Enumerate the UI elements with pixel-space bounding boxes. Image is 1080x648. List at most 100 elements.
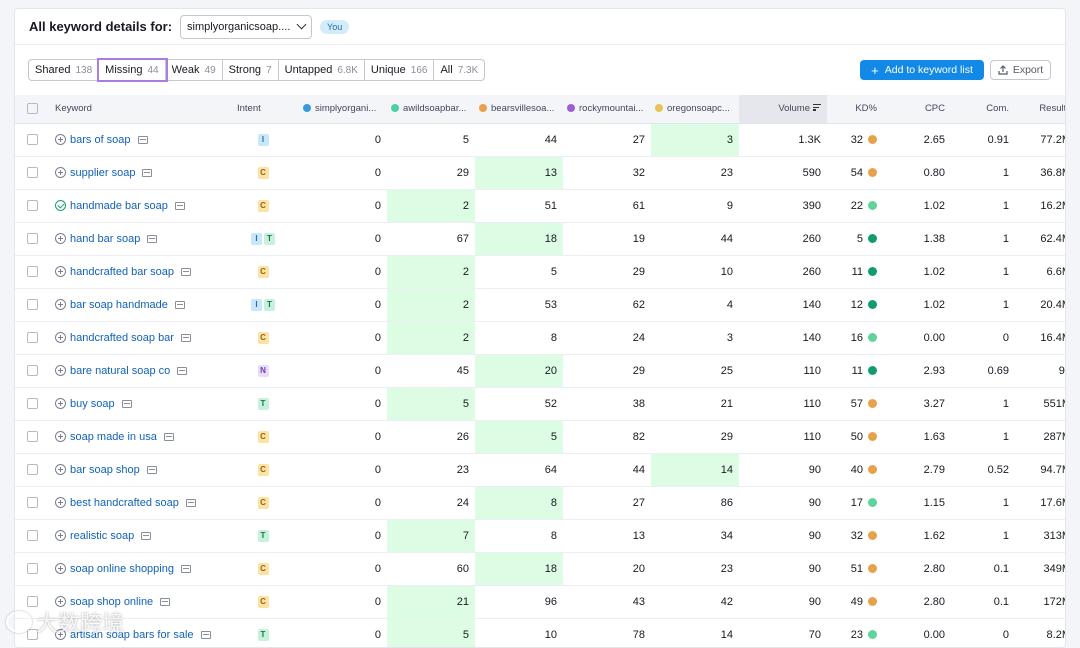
com-cell: 0.1 (951, 585, 1015, 619)
intent-cell: T (233, 618, 299, 647)
domain-rank-cell: 62 (563, 288, 651, 322)
plus-icon[interactable] (55, 497, 66, 508)
row-checkbox[interactable] (15, 222, 51, 256)
row-checkbox[interactable] (15, 123, 51, 157)
serp-features-icon[interactable] (174, 201, 185, 210)
row-checkbox[interactable] (15, 288, 51, 322)
row-checkbox[interactable] (15, 486, 51, 520)
plus-icon[interactable] (55, 299, 66, 310)
keyword-link[interactable]: hand bar soap (70, 232, 141, 245)
col-cpc[interactable]: CPC (883, 95, 951, 124)
row-checkbox[interactable] (15, 255, 51, 289)
keyword-link[interactable]: soap made in usa (70, 430, 157, 443)
keyword-link[interactable]: bar soap shop (70, 463, 140, 476)
col-com[interactable]: Com. (951, 95, 1015, 124)
add-to-keyword-list-button[interactable]: + Add to keyword list (860, 60, 984, 80)
keyword-link[interactable]: bars of soap (70, 133, 131, 146)
plus-icon[interactable] (55, 398, 66, 409)
keyword-link[interactable]: bare natural soap co (70, 364, 171, 377)
row-checkbox[interactable] (15, 420, 51, 454)
plus-icon[interactable] (55, 530, 66, 541)
plus-icon[interactable] (55, 233, 66, 244)
domain-select[interactable]: simplyorganicsoap.... (180, 14, 313, 39)
keyword-link[interactable]: soap online shopping (70, 562, 174, 575)
serp-features-icon[interactable] (174, 300, 185, 309)
serp-features-icon[interactable] (141, 531, 152, 540)
row-checkbox[interactable] (15, 552, 51, 586)
row-checkbox[interactable] (15, 156, 51, 190)
plus-icon[interactable] (55, 464, 66, 475)
col-intent[interactable]: Intent (233, 95, 299, 124)
kd-value: 23 (850, 628, 863, 641)
com-cell: 0.1 (951, 552, 1015, 586)
domain-rank-cell: 32 (563, 156, 651, 190)
plus-icon[interactable] (55, 332, 66, 343)
keyword-link[interactable]: best handcrafted soap (70, 496, 179, 509)
plus-icon[interactable] (55, 167, 66, 178)
col-domain-2[interactable]: awildsoapbar... (387, 95, 475, 124)
filter-tab-all[interactable]: All 7.3K (434, 60, 484, 80)
keyword-link[interactable]: artisan soap bars for sale (70, 628, 194, 641)
keyword-link[interactable]: handcrafted soap bar (70, 331, 174, 344)
filter-tab-strong[interactable]: Strong 7 (223, 60, 279, 80)
volume-cell: 90 (739, 552, 827, 586)
col-domain-4[interactable]: rockymountai... (563, 95, 651, 124)
filter-tab-unique[interactable]: Unique 166 (365, 60, 435, 80)
plus-icon[interactable] (55, 134, 66, 145)
serp-features-icon[interactable] (146, 465, 157, 474)
row-checkbox[interactable] (15, 453, 51, 487)
select-all-checkbox[interactable] (15, 95, 51, 124)
watermark-logo-icon (6, 611, 32, 633)
plus-icon[interactable] (55, 563, 66, 574)
check-icon[interactable] (55, 200, 66, 211)
row-checkbox[interactable] (15, 519, 51, 553)
serp-features-icon[interactable] (200, 630, 211, 639)
keyword-link[interactable]: handcrafted bar soap (70, 265, 174, 278)
col-domain-1[interactable]: simplyorgani... (299, 95, 387, 124)
filter-tab-untapped[interactable]: Untapped 6.8K (279, 60, 365, 80)
row-checkbox[interactable] (15, 354, 51, 388)
intent-cell: C (233, 585, 299, 619)
export-icon (998, 65, 1008, 75)
col-kd[interactable]: KD% (827, 95, 883, 124)
row-checkbox[interactable] (15, 321, 51, 355)
domain-rank-cell: 8 (475, 321, 563, 355)
col-results[interactable]: Results (1015, 95, 1065, 124)
export-button[interactable]: Export (990, 60, 1051, 80)
serp-features-icon[interactable] (121, 399, 132, 408)
keyword-link[interactable]: handmade bar soap (70, 199, 168, 212)
serp-features-icon[interactable] (180, 333, 191, 342)
plus-icon[interactable] (55, 596, 66, 607)
keyword-link[interactable]: soap shop online (70, 595, 154, 608)
plus-icon[interactable] (55, 365, 66, 376)
cpc-cell: 1.62 (883, 519, 951, 553)
filter-tab-shared[interactable]: Shared 138 (29, 60, 100, 80)
serp-features-icon[interactable] (177, 366, 188, 375)
serp-features-icon[interactable] (142, 168, 153, 177)
keyword-link[interactable]: supplier soap (70, 166, 136, 179)
keyword-link[interactable]: bar soap handmade (70, 298, 168, 311)
serp-features-icon[interactable] (147, 234, 158, 243)
serp-features-icon[interactable] (185, 498, 196, 507)
serp-features-icon[interactable] (160, 597, 171, 606)
col-volume[interactable]: Volume (739, 95, 827, 124)
col-domain-3[interactable]: bearsvillesoa... (475, 95, 563, 124)
plus-icon[interactable] (55, 431, 66, 442)
filter-tab-weak[interactable]: Weak 49 (166, 60, 223, 80)
row-checkbox[interactable] (15, 189, 51, 223)
plus-icon[interactable] (55, 629, 66, 640)
domain-rank-cell: 34 (651, 519, 739, 553)
keyword-link[interactable]: realistic soap (70, 529, 135, 542)
keyword-link[interactable]: buy soap (70, 397, 115, 410)
plus-icon[interactable] (55, 266, 66, 277)
serp-features-icon[interactable] (180, 267, 191, 276)
serp-features-icon[interactable] (163, 432, 174, 441)
row-checkbox[interactable] (15, 387, 51, 421)
domain-rank-cell: 2 (387, 255, 475, 289)
serp-features-icon[interactable] (137, 135, 148, 144)
results-cell: 36.8M (1015, 156, 1065, 190)
col-domain-5[interactable]: oregonsoapc... (651, 95, 739, 124)
filter-tab-missing[interactable]: Missing 44 (97, 58, 168, 82)
col-keyword[interactable]: Keyword (51, 95, 233, 124)
serp-features-icon[interactable] (180, 564, 191, 573)
